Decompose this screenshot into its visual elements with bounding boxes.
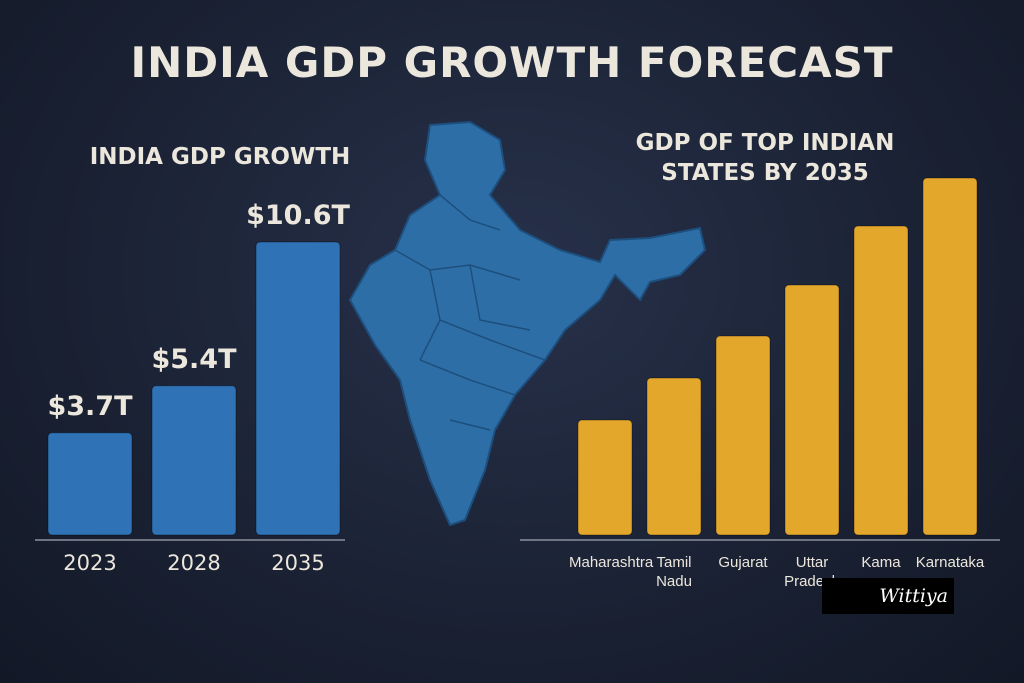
bar [715,335,771,536]
bar [255,241,341,536]
bar [151,385,237,536]
bar [646,377,702,536]
x-tick-label: Maharashtra [569,554,654,571]
india-map [348,120,707,527]
x-tick-label: 2023 [63,551,117,575]
x-tick-label: Karnataka [915,554,985,571]
bar [784,284,840,536]
bar [853,225,909,536]
main-title: INDIA GDP GROWTH FORECAST [130,38,894,87]
x-tick-label: Kama [861,554,901,571]
watermark: Wittiya [822,578,954,614]
bar [47,432,133,536]
value-label: $5.4T [151,343,237,375]
map-borders [394,194,546,431]
x-tick-label: 2028 [167,551,221,575]
x-tick-label: 2035 [271,551,325,575]
value-label: $10.6T [246,200,350,231]
chart-title: GDP OF TOP INDIAN STATES BY 2035 [635,130,895,186]
bar [577,419,633,536]
bar [922,177,978,536]
chart-title: INDIA GDP GROWTH [89,144,351,170]
value-label: $3.7T [47,390,133,422]
x-tick-label: Gujarat [718,554,768,571]
x-tick-label: Tamil Nadu [656,554,692,590]
